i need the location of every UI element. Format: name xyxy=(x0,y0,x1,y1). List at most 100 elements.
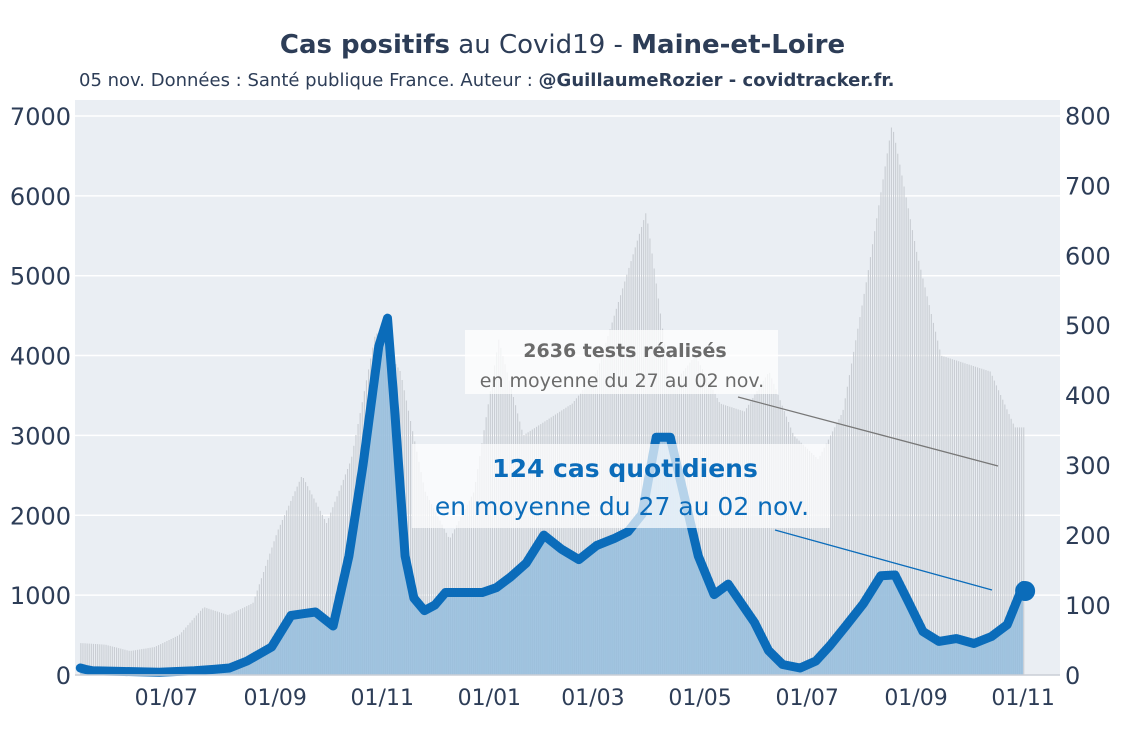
tests-bar xyxy=(218,612,220,675)
tests-bar xyxy=(1004,404,1006,675)
x-tick-2: 01/11 xyxy=(351,686,414,711)
tests-bar xyxy=(267,559,269,675)
x-tick-6: 01/07 xyxy=(775,686,838,711)
y-right-tick-0: 0 xyxy=(1065,662,1080,690)
tests-bar xyxy=(279,524,281,675)
tests-bar xyxy=(953,359,955,675)
tests-bar xyxy=(116,647,118,675)
tests-bar xyxy=(788,422,790,675)
tests-bar xyxy=(468,500,470,675)
tests-bar xyxy=(956,360,958,675)
tests-bar xyxy=(819,455,821,675)
tests-bar xyxy=(1016,427,1018,675)
tests-bar xyxy=(256,590,258,675)
tests-bar xyxy=(733,408,735,675)
tests-bar xyxy=(206,608,208,675)
tests-bar xyxy=(145,648,147,675)
tests-bar xyxy=(565,407,567,675)
tests-bar xyxy=(998,390,1000,675)
tests-bar xyxy=(951,359,953,675)
y-right-tick-3: 300 xyxy=(1065,452,1111,480)
tests-bar xyxy=(781,405,783,675)
tests-bar xyxy=(985,370,987,675)
tests-bar xyxy=(298,481,300,675)
tests-bar xyxy=(214,610,216,675)
x-tick-4: 01/03 xyxy=(561,686,624,711)
tests-bar xyxy=(832,431,834,675)
tests-bar xyxy=(567,406,569,675)
tests-bar xyxy=(519,421,521,675)
y-left-tick-7: 7000 xyxy=(10,103,71,131)
tests-bar xyxy=(250,604,252,675)
tests-bar xyxy=(825,443,827,675)
tests-bar xyxy=(834,427,836,675)
tests-bar xyxy=(1008,414,1010,675)
tests-bar xyxy=(731,407,733,675)
tests-bar xyxy=(743,411,745,675)
tests-bar xyxy=(216,611,218,675)
tests-bar xyxy=(92,643,94,675)
tests-bar xyxy=(124,649,126,675)
tests-bar xyxy=(319,510,321,675)
tests-bar xyxy=(995,385,997,675)
tests-bar xyxy=(966,364,968,675)
tests-bar xyxy=(718,402,720,675)
tests-bar xyxy=(737,409,739,675)
tests-bar xyxy=(208,608,210,675)
tests-bar xyxy=(128,650,130,675)
tests-bar xyxy=(162,643,164,675)
tests-bar xyxy=(806,448,808,675)
tests-bar xyxy=(246,606,248,675)
tests-bar xyxy=(244,607,246,675)
tests-bar xyxy=(708,381,710,675)
cases-annotation-text: en moyenne du 27 au 02 nov. xyxy=(435,492,809,521)
tests-bar xyxy=(752,398,754,675)
y-right-tick-8: 800 xyxy=(1065,102,1111,130)
tests-bar xyxy=(99,644,101,675)
tests-bar xyxy=(949,358,951,675)
tests-bar xyxy=(575,398,577,675)
tests-bar xyxy=(435,512,437,675)
tests-bar xyxy=(315,502,317,675)
tests-bar xyxy=(326,523,328,675)
chart-subtitle-prefix: 05 nov. Données : Santé publique France.… xyxy=(79,70,539,91)
tests-bar xyxy=(823,447,825,675)
tests-bar xyxy=(865,282,867,675)
x-tick-7: 01/09 xyxy=(884,686,947,711)
tests-bar xyxy=(470,496,472,675)
tests-bar xyxy=(252,602,254,675)
tests-bar xyxy=(725,405,727,675)
tests-bar xyxy=(410,421,412,675)
x-tick-1: 01/09 xyxy=(243,686,306,711)
tests-bar xyxy=(890,127,892,675)
tests-bar xyxy=(302,478,304,675)
cases-last-point xyxy=(1015,581,1036,601)
tests-bar xyxy=(869,257,871,675)
tests-annotation-arrow xyxy=(737,396,999,467)
tests-bar xyxy=(424,491,426,675)
tests-bar xyxy=(422,482,424,675)
tests-bar xyxy=(193,617,195,675)
tests-bar xyxy=(107,645,109,675)
tests-bar xyxy=(735,408,737,675)
chart-subtitle-author: @GuillaumeRozier - covidtracker.fr. xyxy=(538,70,895,91)
tests-bar xyxy=(878,205,880,676)
tests-bar xyxy=(523,435,525,675)
y-right-tick-7: 700 xyxy=(1065,172,1111,200)
tests-bar xyxy=(813,455,815,675)
tests-bar xyxy=(716,398,718,675)
tests-bar xyxy=(578,395,580,675)
tests-bar xyxy=(899,164,901,675)
tests-annotation-title: 2636 tests réalisés xyxy=(523,340,726,362)
tests-bar xyxy=(872,244,874,675)
tests-bar xyxy=(105,644,107,675)
tests-bar xyxy=(916,251,918,675)
tests-bar xyxy=(859,317,861,675)
tests-bar xyxy=(775,389,777,675)
tests-bar xyxy=(86,643,88,675)
tests-bar xyxy=(237,610,239,675)
tests-bar xyxy=(309,490,311,675)
tests-bar xyxy=(525,433,527,675)
tests-bar xyxy=(242,608,244,675)
tests-bar xyxy=(857,328,859,675)
